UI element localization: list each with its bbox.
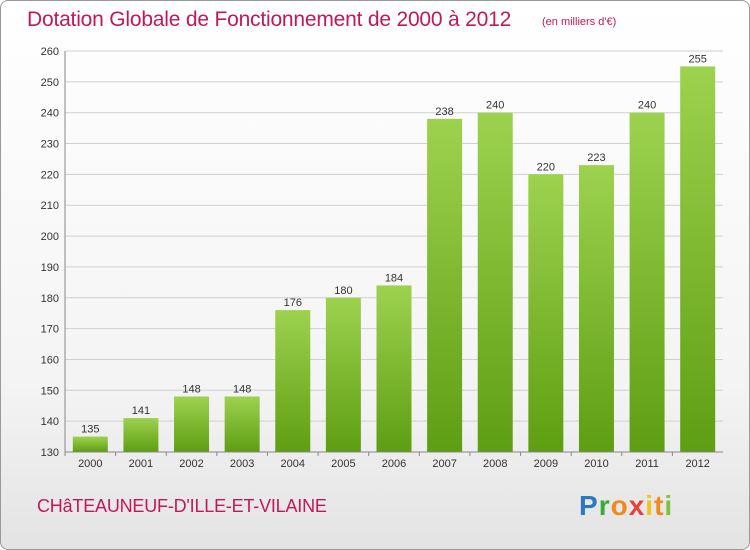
y-tick-label: 210 <box>41 200 59 212</box>
bar[interactable] <box>427 118 463 452</box>
y-tick-label: 230 <box>41 139 59 151</box>
y-tick-label: 170 <box>41 324 59 336</box>
y-tick-label: 130 <box>41 447 59 459</box>
x-tick-label: 2002 <box>179 458 203 470</box>
x-tick-label: 2006 <box>382 458 406 470</box>
bar[interactable] <box>224 396 260 452</box>
bar[interactable] <box>528 174 564 452</box>
x-tick-label: 2003 <box>230 458 254 470</box>
bar[interactable] <box>325 297 361 452</box>
y-tick-label: 240 <box>41 108 59 120</box>
x-tick-label: 2001 <box>129 458 153 470</box>
x-tick-label: 2010 <box>584 458 608 470</box>
chart-title: Dotation Globale de Fonctionnement de 20… <box>27 8 512 31</box>
bar[interactable] <box>376 285 412 452</box>
bar[interactable] <box>123 418 159 452</box>
x-tick-label: 2004 <box>281 458 305 470</box>
y-tick-label: 220 <box>41 169 59 181</box>
bar[interactable] <box>578 165 614 452</box>
x-tick-label: 2008 <box>483 458 507 470</box>
data-label: 180 <box>334 285 352 297</box>
y-tick-label: 180 <box>41 293 59 305</box>
data-label: 220 <box>537 161 555 173</box>
data-label: 148 <box>182 383 200 395</box>
y-tick-label: 150 <box>41 385 59 397</box>
data-label: 184 <box>385 272 403 284</box>
y-tick-label: 250 <box>41 77 59 89</box>
data-label: 240 <box>638 100 656 112</box>
x-tick-label: 2011 <box>635 458 659 470</box>
bar[interactable] <box>174 396 210 452</box>
data-label: 240 <box>486 100 504 112</box>
data-label: 141 <box>132 405 150 417</box>
data-label: 135 <box>81 424 99 436</box>
x-tick-label: 2012 <box>685 458 709 470</box>
data-label: 223 <box>587 152 605 164</box>
y-tick-label: 260 <box>41 46 59 58</box>
y-tick-label: 140 <box>41 416 59 428</box>
data-label: 176 <box>284 297 302 309</box>
x-tick-label: 2005 <box>331 458 355 470</box>
x-tick-label: 2007 <box>432 458 456 470</box>
chart-subtitle: (en milliers d'€) <box>542 16 617 28</box>
x-tick-label: 2009 <box>534 458 558 470</box>
data-label: 255 <box>689 53 707 65</box>
data-label: 148 <box>233 383 251 395</box>
y-tick-label: 160 <box>41 354 59 366</box>
data-label: 238 <box>435 106 453 118</box>
bar[interactable] <box>680 66 716 452</box>
bar[interactable] <box>629 112 665 452</box>
bar[interactable] <box>275 310 311 452</box>
axes: 130 140 150 160 170 180 190 200 210 220 230 240 250 2… <box>41 46 723 470</box>
x-tick-label: 2000 <box>78 458 102 470</box>
commune-name: CHâTEAUNEUF-D'ILLE-ET-VILAINE <box>37 496 327 516</box>
y-tick-label: 190 <box>41 262 59 274</box>
bars: 135 141 148 148 176 180 184 238 240 220 223 240 255 <box>72 53 716 452</box>
bar[interactable] <box>72 436 108 452</box>
y-tick-label: 200 <box>41 231 59 243</box>
proxiti-logo[interactable]: Proxiti <box>579 490 674 521</box>
bar[interactable] <box>477 112 513 452</box>
